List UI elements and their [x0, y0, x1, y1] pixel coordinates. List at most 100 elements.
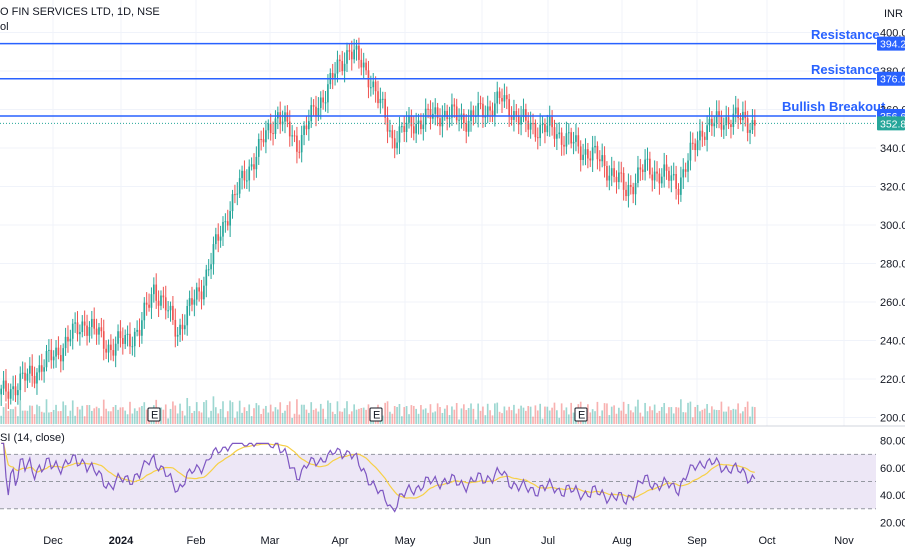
annotation-resistance-2: Resistance: [811, 62, 880, 77]
volume-bar: [587, 404, 589, 424]
volume-bar: [660, 407, 663, 424]
candle-body: [589, 158, 592, 161]
candle-body: [219, 236, 222, 241]
candle-body: [398, 126, 401, 143]
candle-body: [117, 331, 119, 344]
volume-bar: [541, 418, 544, 424]
candle-body: [269, 123, 272, 134]
candle-body: [422, 124, 425, 130]
candle-body: [150, 294, 153, 308]
rsi-ma-line: [1, 442, 755, 499]
candle-body: [145, 302, 148, 305]
volume-bar: [322, 408, 324, 424]
candle-body: [176, 334, 179, 337]
volume-bar: [317, 411, 320, 424]
candle-body: [93, 318, 96, 329]
candle-body: [653, 171, 656, 181]
candle-body: [629, 184, 632, 187]
volume-bar: [57, 411, 60, 424]
candle-body: [17, 390, 19, 396]
candle-body: [722, 125, 725, 130]
candle-body: [248, 166, 251, 181]
volume-bar: [751, 406, 754, 424]
earnings-marker-1[interactable]: E: [147, 407, 161, 422]
candle-body: [386, 117, 389, 132]
volume-bar: [680, 399, 682, 424]
volume-bar: [212, 396, 215, 424]
volume-bar: [358, 408, 360, 424]
candle-body: [408, 115, 410, 123]
rsi-label: SI (14, close): [0, 432, 65, 444]
candle-body: [627, 184, 630, 197]
volume-bar: [14, 406, 17, 424]
volume-bar: [300, 404, 303, 424]
volume-bar: [615, 413, 618, 424]
candle-body: [713, 122, 716, 127]
volume-bar: [486, 403, 489, 424]
price-axis-tick: 260.0: [880, 297, 905, 309]
candlesticks[interactable]: [0, 37, 756, 409]
volume-bar: [64, 405, 67, 424]
earnings-marker-3[interactable]: E: [574, 407, 588, 422]
price-axis-tick: 280.0: [880, 259, 905, 271]
volume-bar: [241, 412, 243, 424]
annotation-resistance-1: Resistance: [811, 27, 880, 42]
candle-body: [114, 343, 117, 356]
time-axis[interactable]: Dec 2024 Feb Mar Apr May Jun Jul Aug Sep Oct Nov: [43, 535, 854, 547]
candle-body: [183, 325, 186, 330]
volume-bar: [725, 411, 728, 424]
volume-bar: [746, 401, 749, 424]
time-axis-tick: Dec: [43, 535, 63, 547]
candle-body: [67, 336, 69, 342]
candle-body: [174, 319, 177, 337]
volume-bar: [598, 415, 601, 424]
candle-body: [231, 194, 234, 212]
volume-bar: [618, 407, 620, 424]
volume-bar: [703, 408, 706, 424]
candle-body: [59, 355, 62, 362]
volume-bar: [102, 399, 105, 424]
candle-body: [279, 112, 282, 125]
candle-body: [696, 140, 699, 151]
candle-body: [40, 365, 43, 372]
price-axis[interactable]: 400.0380.0360.0340.0320.0300.0280.0260.0…: [880, 28, 905, 530]
volume-bar: [200, 412, 203, 424]
volume-bar: [668, 407, 670, 424]
volume-bar: [188, 406, 191, 424]
volume-bar: [19, 400, 22, 424]
volume-bar: [699, 411, 701, 424]
volume-bar: [465, 409, 468, 424]
candle-body: [639, 167, 642, 170]
volume-bar: [234, 417, 236, 424]
candle-body: [336, 59, 339, 74]
volume-bar: [429, 404, 432, 424]
candle-body: [689, 142, 692, 161]
volume-bar: [570, 402, 573, 424]
volume-bar: [467, 408, 470, 424]
candle-body: [296, 135, 298, 152]
volume-bar: [119, 407, 122, 424]
candle-body: [737, 107, 739, 118]
volume-bar: [677, 407, 680, 424]
volume-bar: [610, 406, 613, 424]
earnings-marker-2[interactable]: E: [369, 407, 383, 422]
volume-bar: [355, 409, 358, 424]
candle-body: [186, 305, 189, 326]
candle-body: [508, 99, 511, 117]
candle-body: [682, 169, 685, 178]
volume-bar: [126, 414, 129, 424]
candle-body: [680, 177, 682, 195]
candle-body: [572, 141, 575, 144]
volume-bar: [288, 401, 291, 424]
volume-bar: [121, 407, 124, 424]
candle-body: [436, 107, 439, 119]
volume-bar: [603, 403, 606, 424]
candle-body: [563, 144, 565, 147]
candle-body: [525, 109, 527, 121]
volume-bar: [436, 403, 439, 424]
volume-bar: [727, 406, 730, 424]
candle-body: [496, 91, 499, 104]
candle-body: [355, 45, 358, 50]
volume-bar: [28, 405, 31, 424]
